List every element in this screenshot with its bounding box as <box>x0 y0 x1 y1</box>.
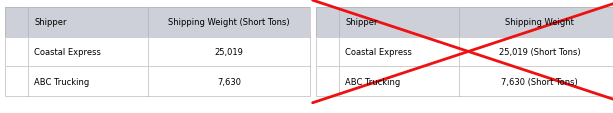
Text: 7,630 (Short Tons): 7,630 (Short Tons) <box>501 77 578 86</box>
Bar <box>459 37 613 67</box>
Bar <box>316 8 339 37</box>
Bar <box>5 67 28 96</box>
Bar <box>459 67 613 96</box>
Bar <box>28 8 148 37</box>
Bar <box>459 67 613 96</box>
Bar <box>5 37 28 67</box>
Bar <box>316 67 339 96</box>
Bar <box>5 8 28 37</box>
Bar <box>28 37 148 67</box>
Text: Coastal Express: Coastal Express <box>345 48 412 56</box>
Bar <box>148 37 310 67</box>
Bar <box>148 37 310 67</box>
Bar <box>28 67 148 96</box>
Bar <box>459 37 613 67</box>
Bar <box>339 67 459 96</box>
Bar <box>28 37 148 67</box>
Bar <box>339 67 459 96</box>
Text: Shipping Weight (Short Tons): Shipping Weight (Short Tons) <box>168 18 290 27</box>
Text: 25,019 (Short Tons): 25,019 (Short Tons) <box>499 48 581 56</box>
Text: Coastal Express: Coastal Express <box>34 48 101 56</box>
Text: ABC Trucking: ABC Trucking <box>345 77 400 86</box>
Bar <box>339 37 459 67</box>
Bar <box>28 8 148 37</box>
Text: 7,630: 7,630 <box>217 77 241 86</box>
Text: Shipping Weight: Shipping Weight <box>505 18 574 27</box>
Bar <box>148 67 310 96</box>
Bar <box>316 67 339 96</box>
Text: ABC Trucking: ABC Trucking <box>34 77 89 86</box>
Bar <box>5 37 28 67</box>
Text: Shipper: Shipper <box>345 18 378 27</box>
Bar <box>339 8 459 37</box>
Bar <box>316 37 339 67</box>
Bar <box>316 37 339 67</box>
Bar <box>316 8 339 37</box>
Text: Shipper: Shipper <box>34 18 67 27</box>
Bar <box>5 67 28 96</box>
Bar <box>339 37 459 67</box>
Bar <box>148 8 310 37</box>
Bar <box>459 8 613 37</box>
Bar <box>5 8 28 37</box>
Text: 25,019: 25,019 <box>215 48 243 56</box>
Bar <box>339 8 459 37</box>
Bar <box>148 67 310 96</box>
Bar <box>459 8 613 37</box>
Bar <box>28 67 148 96</box>
Bar <box>148 8 310 37</box>
